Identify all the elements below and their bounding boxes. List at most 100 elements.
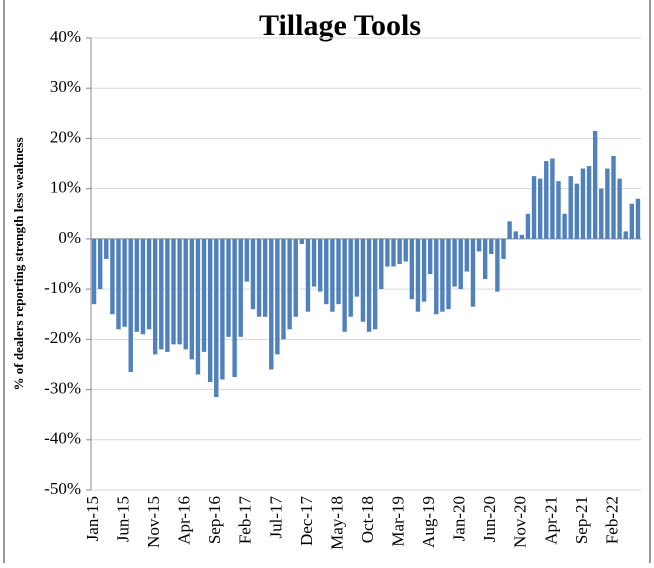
bar [281,238,286,340]
bar [269,238,274,370]
bar [397,238,402,264]
bar [513,231,518,239]
bar [550,158,555,239]
bar [348,238,353,317]
bar [177,238,182,345]
bar [476,238,482,252]
bar [537,178,543,239]
bar [464,238,470,272]
x-tick-label: Sep-21 [572,496,591,544]
bar [116,238,121,330]
y-tick-label: -30% [44,378,81,397]
bar [525,213,531,239]
x-tick-label: May-18 [327,496,346,550]
bar [403,238,408,262]
bar [330,238,335,312]
bar [372,238,378,330]
bar [262,238,268,317]
bar [415,238,421,312]
bar [354,238,360,297]
x-tick-label: Jan-15 [83,496,102,541]
x-tick-label: Sep-16 [205,496,224,544]
x-tick-label: Mar-19 [389,496,408,547]
bar [275,238,280,355]
y-tick-label: 0% [58,228,81,247]
bar [629,203,635,239]
bar [122,238,127,327]
x-tick-label: Aug-19 [419,496,438,548]
bar [635,198,641,239]
x-tick-label: Apr-21 [541,496,560,545]
y-tick-label: 10% [50,178,81,197]
bar [495,238,500,292]
bar [379,238,384,290]
x-tick-label: Nov-20 [511,496,530,548]
bar [305,238,311,312]
x-tick-label: Jul-17 [266,496,285,539]
bar [214,238,219,398]
bar [250,238,256,310]
bar [97,238,103,290]
y-axis-label: % of dealers reporting strength less wea… [11,137,26,390]
bar [391,238,396,267]
x-tick-label: Jan-20 [450,496,469,541]
bar [140,238,146,335]
bar [104,238,109,259]
y-tick-label: 20% [50,127,81,146]
y-tick-label: -40% [44,429,81,448]
bar [440,238,445,312]
y-tick-label: -10% [44,278,81,297]
bar [152,238,158,355]
bar [256,238,262,317]
bar [324,238,329,305]
bar [165,238,170,352]
bar [207,238,213,383]
bar [427,238,433,275]
bar [482,238,488,280]
x-tick-label: Jun-20 [480,496,499,542]
bar [183,238,188,350]
bar [195,238,201,375]
x-tick-label: Apr-16 [175,496,194,545]
bar [599,188,604,239]
bar [317,238,323,292]
bar [409,238,415,300]
bar [452,238,457,287]
x-tick-label: Oct-18 [358,496,377,543]
y-tick-label: -50% [44,479,81,498]
bar [605,168,610,239]
bar [611,156,616,239]
y-tick-label: 30% [50,77,81,96]
bar [623,231,628,239]
bar [592,130,598,239]
bar [110,238,115,315]
bar [171,238,176,345]
bar [446,238,451,310]
x-tick-label: Nov-15 [144,496,163,548]
x-tick-label: Jun-15 [114,496,133,542]
bar [519,234,525,239]
bar [617,178,622,239]
x-tick-label: Feb-22 [602,496,621,544]
bar [134,238,140,332]
bar [146,238,152,330]
x-tick-label: Feb-17 [236,496,255,545]
bar [220,238,225,380]
bar [336,238,341,305]
bar [91,238,97,305]
bar [238,238,243,337]
bar [568,176,573,239]
bar [501,238,506,259]
bar [226,238,231,337]
bar [201,238,207,352]
bar [531,176,537,239]
bar [489,238,494,254]
bar [189,238,195,360]
bar [586,166,592,239]
bar [434,238,439,315]
bar [507,221,512,239]
bar [458,238,463,290]
bar [311,238,317,287]
bar [366,238,372,332]
bar [556,181,561,239]
